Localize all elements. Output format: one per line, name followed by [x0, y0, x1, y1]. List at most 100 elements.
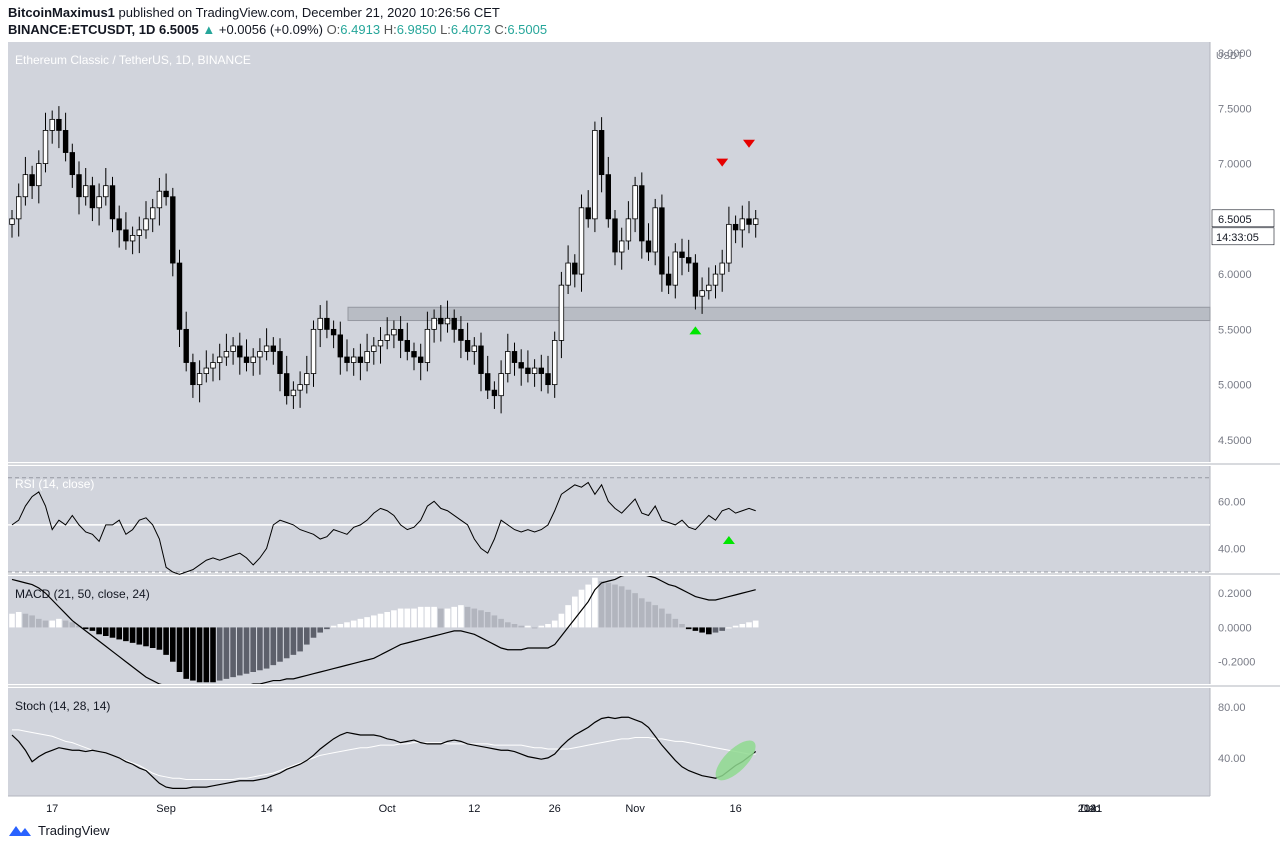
macd-histogram-bar [511, 624, 518, 628]
candle [257, 338, 263, 375]
macd-histogram-bar [438, 608, 444, 628]
time-tick-label: 2021 [1078, 803, 1102, 815]
candle [317, 305, 323, 348]
candle-body [417, 356, 424, 363]
candle [230, 337, 236, 365]
candle-body [62, 130, 69, 153]
candle [431, 309, 437, 343]
candle [746, 201, 752, 234]
candle [478, 332, 484, 392]
price-tick-label: 7.5000 [1218, 103, 1252, 115]
macd-histogram-bar [270, 627, 277, 666]
candle-body [116, 218, 122, 231]
candle-body [645, 240, 652, 253]
macd-histogram-bar [243, 627, 250, 674]
candle-body [424, 328, 431, 363]
candle [243, 339, 250, 372]
candle-body [15, 196, 22, 220]
macd-histogram-bar [417, 606, 424, 628]
candle [324, 300, 330, 339]
candle-body [672, 251, 678, 286]
author-name[interactable]: BitcoinMaximus1 [8, 5, 115, 20]
candle-body [732, 223, 739, 231]
countdown-tag: 14:33:05 [1216, 232, 1259, 244]
candle [136, 216, 142, 254]
price-axis-column [1210, 466, 1280, 572]
macd-histogram-bar [565, 605, 571, 628]
macd-histogram-bar [706, 627, 712, 635]
candle-body [692, 262, 699, 297]
candle-body [753, 218, 759, 225]
time-tick-label: 26 [549, 803, 561, 815]
candle [739, 205, 745, 248]
macd-tick-label: 0.0000 [1218, 622, 1252, 634]
candle-body [317, 317, 323, 330]
candle [29, 165, 35, 199]
macd-histogram-bar [545, 624, 551, 628]
candle [357, 343, 364, 381]
candle [598, 117, 605, 193]
candle-body [143, 218, 149, 231]
candle-body [719, 262, 725, 275]
candle-body [357, 356, 364, 363]
macd-histogram-bar [223, 627, 230, 679]
candle [484, 355, 491, 399]
macd-histogram-bar [263, 627, 270, 669]
macd-histogram-bar [458, 605, 464, 628]
candle-body [491, 389, 498, 397]
time-tick-label: 17 [46, 803, 58, 815]
candle [572, 254, 578, 288]
candle-body [431, 317, 437, 330]
candle-body [518, 362, 524, 369]
stoch-tick-label: 40.00 [1218, 753, 1246, 765]
candle [310, 320, 317, 387]
candle-body [364, 351, 370, 363]
candle [89, 176, 96, 222]
macd-histogram-bar [451, 606, 457, 628]
candle [592, 121, 598, 233]
tradingview-footer[interactable]: TradingView [8, 823, 110, 838]
candle [719, 249, 725, 292]
chart-area[interactable]: Ethereum Classic / TetherUS, 1D, BINANCE… [0, 42, 1286, 817]
candle [290, 381, 297, 409]
candle [605, 156, 611, 228]
macd-histogram [9, 577, 759, 683]
candle-body [377, 340, 384, 347]
candle-body [739, 218, 745, 231]
candle-body [56, 118, 62, 131]
candle [505, 333, 511, 383]
candle [498, 360, 504, 414]
macd-title: MACD (21, 50, close, 24) [15, 587, 150, 601]
macd-histogram-bar [350, 620, 357, 628]
candle [116, 205, 122, 248]
candle [692, 254, 699, 310]
macd-histogram-bar [538, 625, 545, 628]
last-price: 6.5005 [158, 22, 199, 37]
candle [511, 342, 518, 376]
macd-histogram-bar [250, 627, 256, 672]
price-tick-label: 5.5000 [1218, 324, 1252, 336]
candle-body [605, 174, 611, 220]
publish-text: published on TradingView.com, December 2… [118, 5, 500, 20]
candle-body [525, 367, 531, 374]
pane-background [8, 42, 1210, 462]
macd-histogram-bar [56, 618, 62, 628]
macd-histogram-bar [505, 622, 511, 628]
macd-histogram-bar [672, 618, 679, 628]
macd-histogram-bar [190, 627, 196, 681]
candle-body [612, 218, 618, 253]
candle [619, 227, 625, 270]
candle [270, 337, 276, 365]
price-tick-label: 7.0000 [1218, 159, 1252, 171]
candle [531, 359, 538, 387]
candle [149, 198, 156, 233]
candle [625, 201, 632, 250]
candle [69, 143, 75, 188]
candle [143, 201, 149, 239]
macd-histogram-bar [136, 627, 143, 645]
macd-histogram-bar [746, 622, 752, 628]
macd-histogram-bar [69, 622, 76, 628]
time-tick-label: Oct [379, 803, 396, 815]
candle [411, 342, 417, 371]
candle-body [22, 174, 29, 198]
